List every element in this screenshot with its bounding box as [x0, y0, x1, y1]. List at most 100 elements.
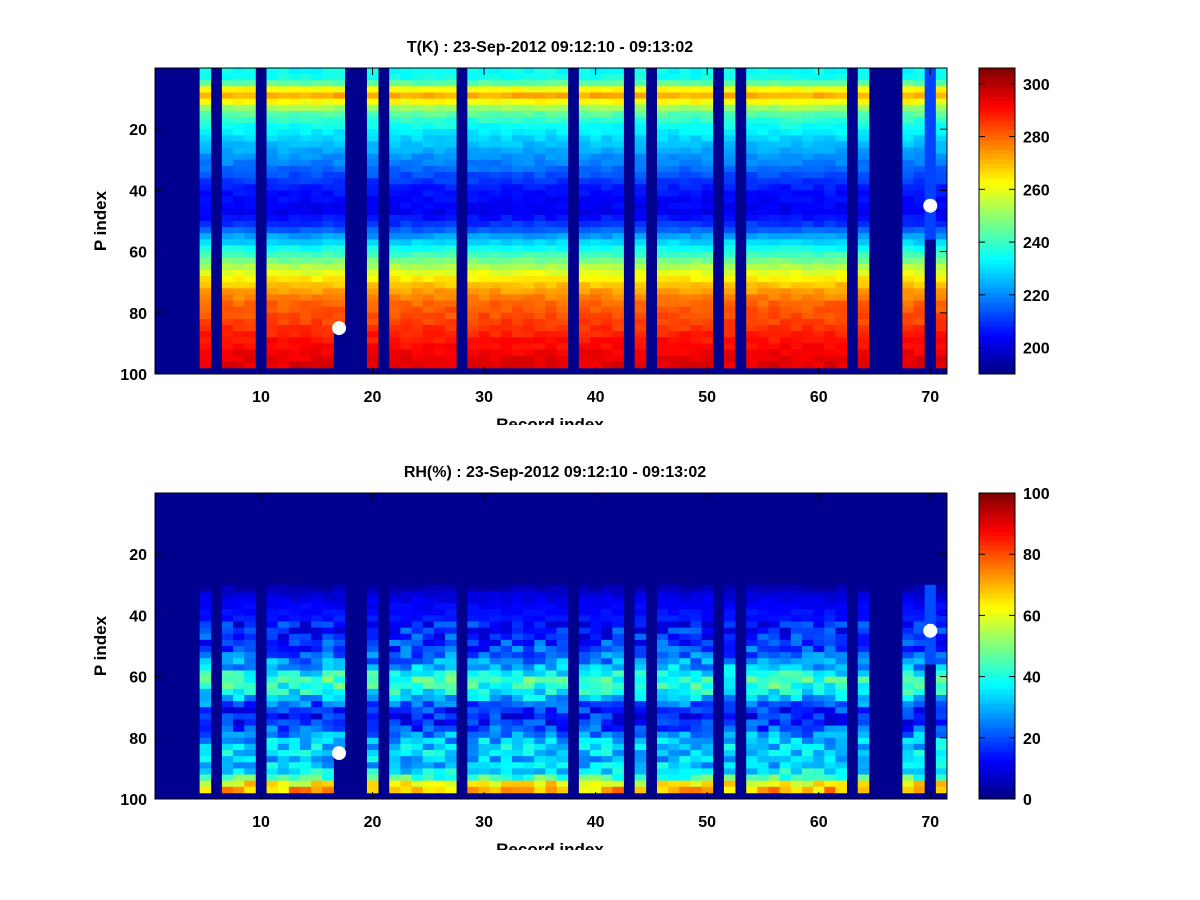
heatmap-cell [266, 743, 279, 751]
heatmap-cell [590, 263, 602, 271]
heatmap-cell [835, 129, 847, 136]
heatmap-cell [511, 80, 524, 87]
heatmap-cell [366, 190, 379, 197]
data-marker [332, 746, 347, 761]
heatmap-cell [266, 355, 279, 363]
heatmap-cell [902, 294, 914, 301]
heatmap-cell [757, 245, 769, 252]
heatmap-cell [556, 233, 569, 240]
heatmap-cell [801, 68, 814, 75]
heatmap-cell [221, 658, 234, 665]
heatmap-cell [924, 756, 937, 763]
heatmap-cell [244, 306, 256, 314]
heatmap-cell [801, 639, 814, 647]
heatmap-cell [790, 178, 803, 185]
heatmap-cell [199, 269, 212, 277]
heatmap-cell [366, 172, 379, 179]
heatmap-cell [489, 627, 502, 635]
heatmap-cell [801, 159, 814, 167]
heatmap-cell [601, 701, 613, 708]
heatmap-cell [233, 68, 245, 75]
heatmap-cell [199, 639, 212, 647]
heatmap-cell [433, 300, 446, 308]
heatmap-cell [523, 774, 535, 782]
heatmap-cell [779, 590, 792, 598]
heatmap-cell [768, 633, 781, 641]
heatmap-cell [935, 178, 948, 185]
heatmap-cell [601, 750, 613, 757]
heatmap-cell [857, 603, 870, 610]
heatmap-cell [779, 208, 792, 216]
heatmap-cell [500, 263, 513, 271]
heatmap-cell [690, 361, 702, 369]
heatmap-cell [656, 355, 669, 363]
heatmap-cell [556, 584, 569, 592]
heatmap-cell [422, 652, 435, 659]
heatmap-cell [824, 597, 836, 604]
heatmap-cell [813, 214, 825, 222]
heatmap-cell [935, 141, 948, 148]
heatmap-cell [768, 74, 781, 81]
heatmap-cell [199, 325, 212, 332]
heatmap-cell [511, 682, 524, 690]
heatmap-cell [601, 361, 613, 369]
heatmap-cell [813, 172, 825, 179]
heatmap-cell [300, 713, 312, 720]
heatmap-cell [300, 245, 312, 252]
heatmap-cell [422, 92, 435, 99]
heatmap-cell [545, 98, 557, 106]
heatmap-cell [835, 202, 847, 210]
colorbar-segment [979, 139, 1015, 145]
heatmap-cell [601, 658, 613, 665]
heatmap-cell [590, 251, 602, 259]
heatmap-cell [913, 92, 926, 99]
heatmap-cell [612, 172, 624, 179]
heatmap-cell [545, 731, 557, 739]
heatmap-cell [478, 123, 491, 130]
heatmap-cell [467, 221, 479, 228]
heatmap-cell [590, 172, 602, 179]
heatmap-cell [433, 276, 446, 283]
heatmap-cell [679, 294, 691, 301]
heatmap-cell [668, 670, 680, 677]
heatmap-cell [400, 214, 412, 222]
heatmap-cell [233, 165, 245, 173]
heatmap-cell [857, 288, 870, 295]
heatmap-cell [266, 116, 279, 124]
heatmap-cell [824, 306, 836, 314]
heatmap-cell [679, 633, 691, 641]
heatmap-cell [478, 762, 491, 769]
heatmap-cell [768, 627, 781, 635]
heatmap-cell [199, 750, 212, 757]
heatmap-cell [445, 147, 457, 155]
heatmap-cell [668, 202, 680, 210]
heatmap-cell [467, 239, 479, 246]
heatmap-cell [679, 86, 691, 93]
heatmap-cell [723, 786, 736, 794]
heatmap-cell [656, 688, 669, 696]
heatmap-cell [545, 269, 557, 277]
heatmap-cell [478, 318, 491, 326]
heatmap-cell [601, 312, 613, 320]
heatmap-cell [445, 153, 457, 161]
heatmap-cell [221, 725, 234, 733]
heatmap-cell [366, 80, 379, 87]
heatmap-cell [400, 701, 412, 708]
heatmap-cell [790, 245, 803, 252]
heatmap-cell [221, 343, 234, 350]
heatmap-cell [824, 786, 836, 794]
heatmap-cell [813, 670, 825, 677]
heatmap-cell [389, 725, 401, 733]
heatmap-cell [835, 676, 847, 684]
heatmap-cell [411, 129, 424, 136]
heatmap-cell [500, 123, 513, 130]
heatmap-cell [835, 731, 847, 739]
heatmap-cell [277, 153, 290, 161]
heatmap-cell [690, 245, 702, 252]
heatmap-cell [545, 239, 557, 246]
heatmap-cell [534, 584, 546, 592]
y-tick-label: 20 [129, 122, 147, 139]
heatmap-cell [288, 707, 301, 714]
